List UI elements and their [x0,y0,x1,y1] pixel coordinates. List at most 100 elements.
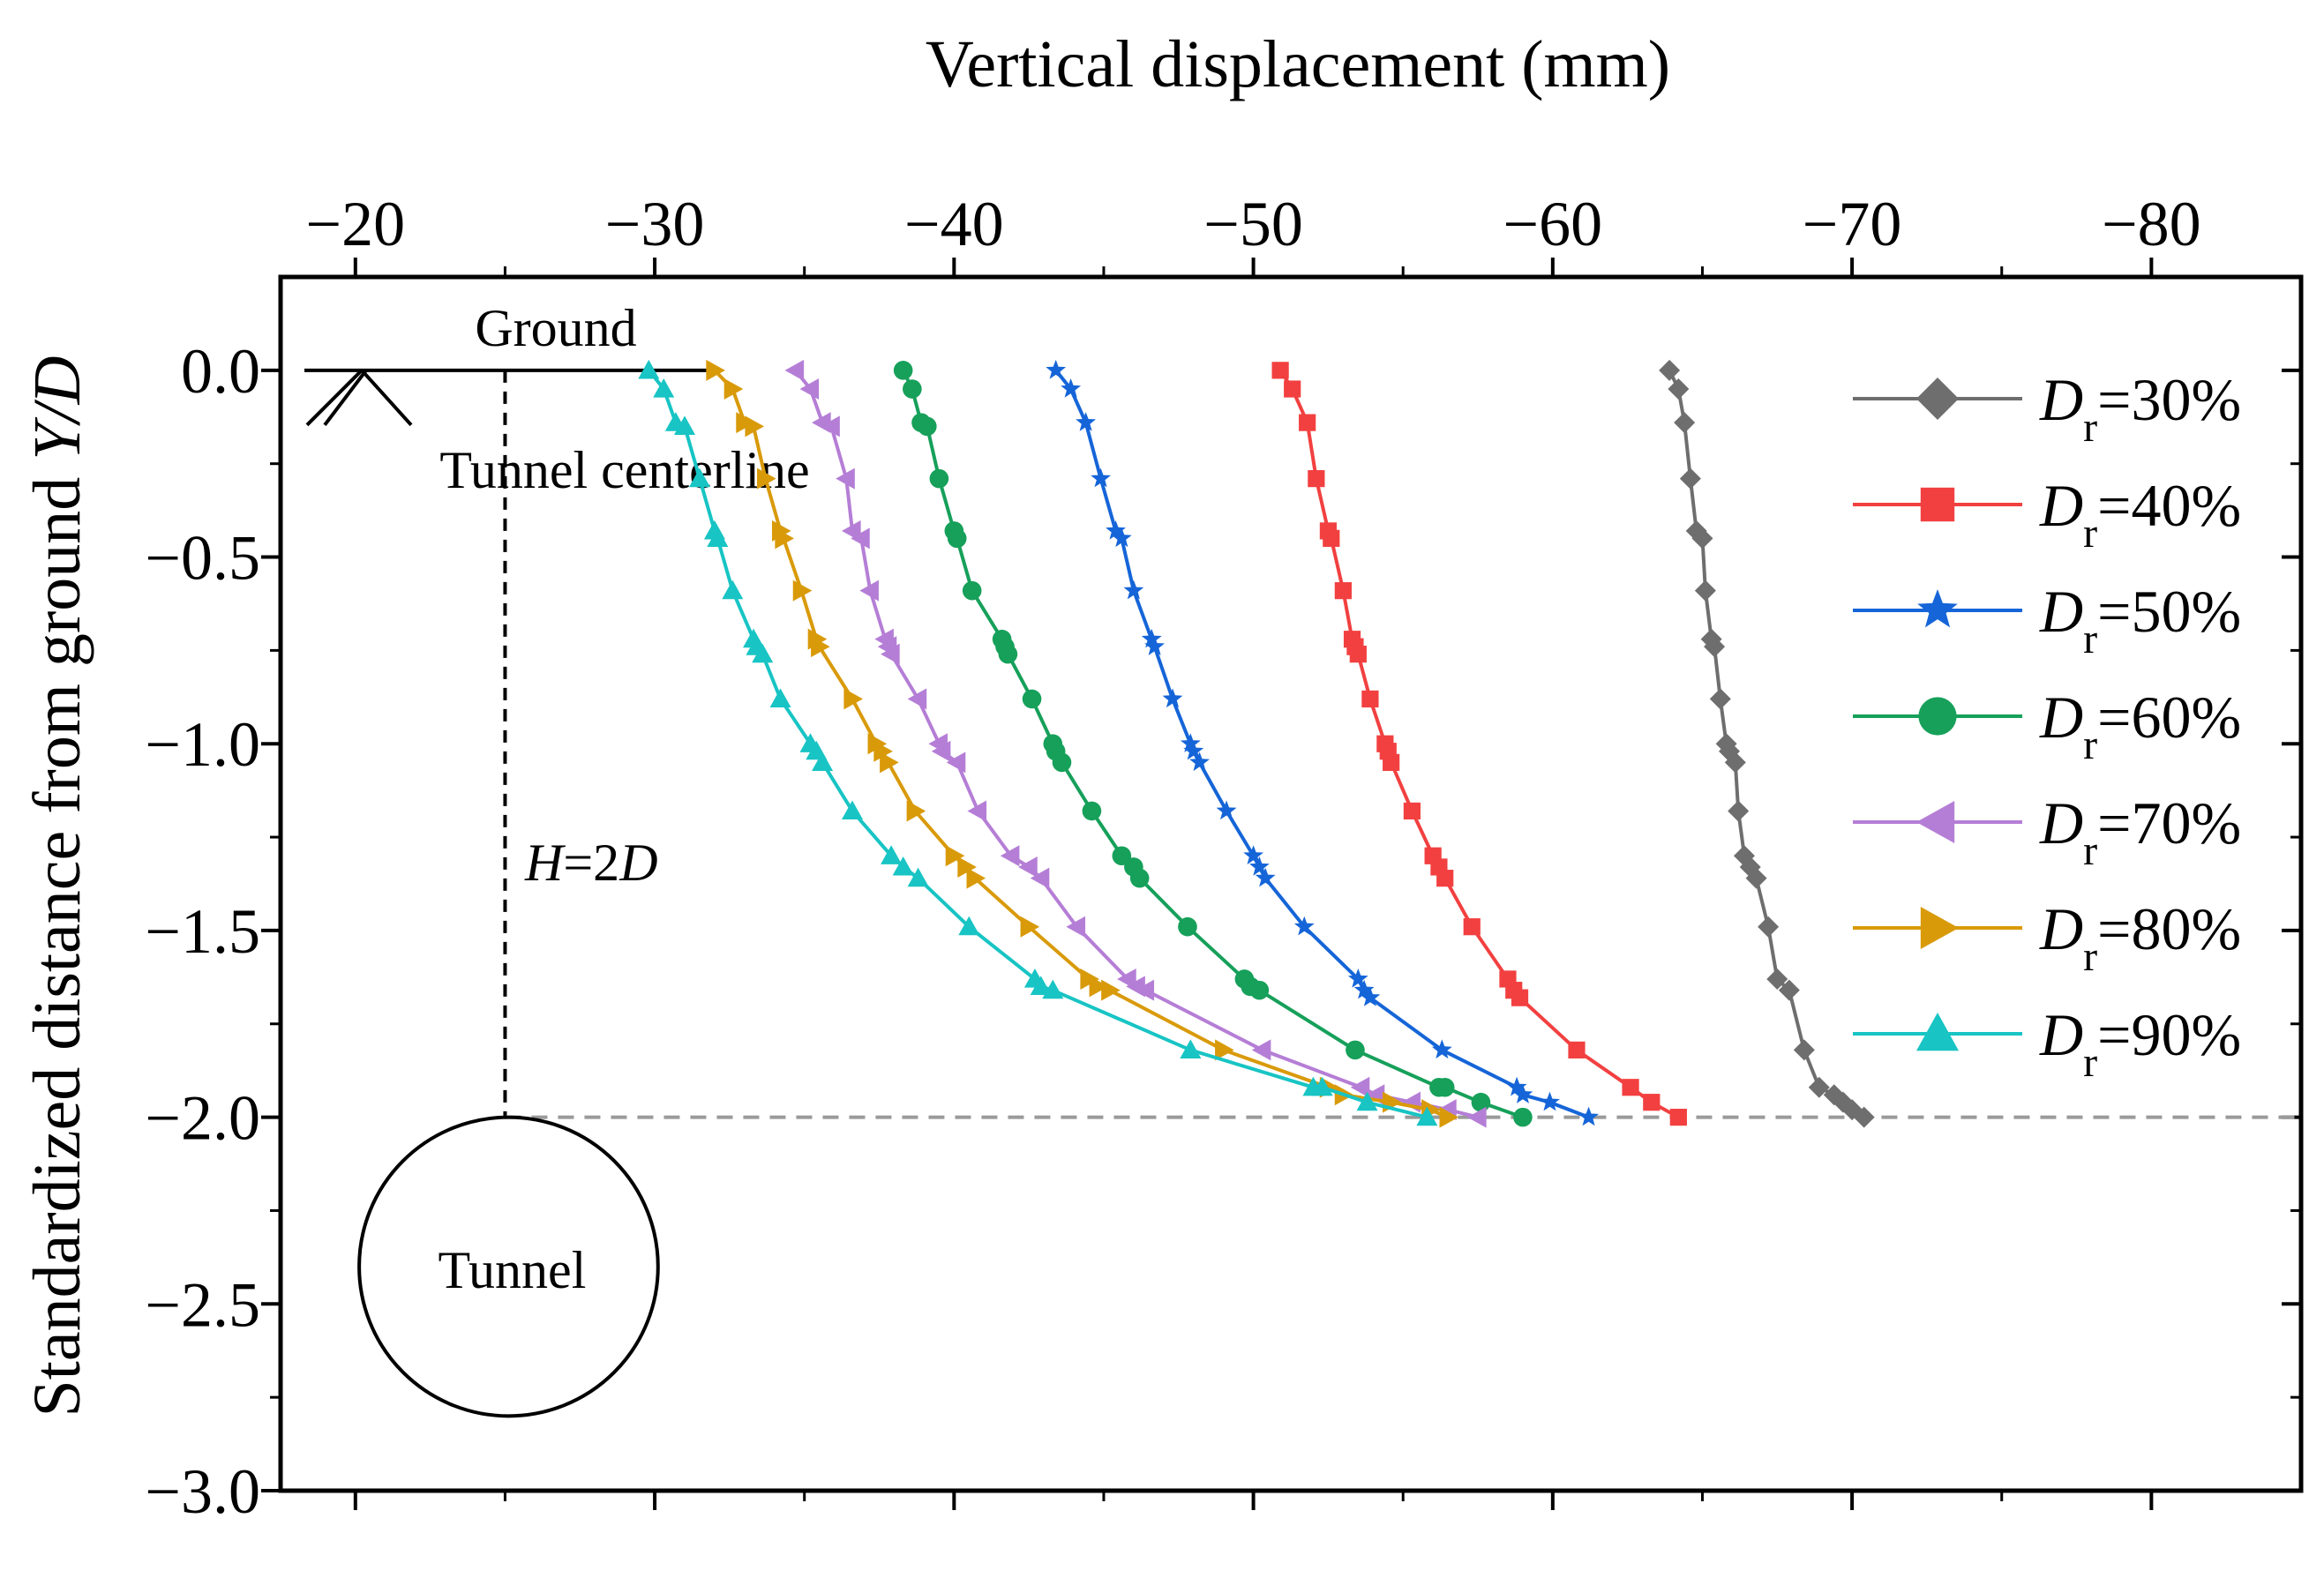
data-point [851,527,870,550]
data-point [1018,856,1038,878]
legend-item: Dr=70% [1853,789,2241,874]
data-point [723,378,744,400]
data-point [907,867,929,887]
y-axis-title-symbol: Y/D [20,355,94,460]
data-point [792,580,813,602]
legend-label-symbol: D [2039,366,2083,433]
ticks-layer: −20 −30 −40 −50 −60 −70 −80 0.0 −0.5 −1.0 −1.5 −2.0… [145,189,2301,1527]
data-point [1361,690,1379,708]
data-point [841,800,863,820]
data-point [653,378,675,398]
data-point [1360,987,1381,1006]
data-point [946,752,966,774]
legend-label-symbol: D [2039,684,2083,751]
legend-label-subscript: r [2083,933,2097,980]
data-point [903,379,922,399]
series-90 [638,359,1438,1126]
data-point [1061,378,1082,398]
data-point [1251,1039,1271,1061]
data-point [1471,1092,1491,1112]
data-point [1180,1039,1202,1059]
data-point [836,467,855,490]
legend-item: Dr=50% [1853,578,2241,662]
data-point [1431,1039,1452,1059]
data-point [1299,414,1316,431]
data-point [1578,1106,1599,1126]
data-point [1668,378,1690,400]
data-point [757,467,776,490]
x-tick-label: −60 [1503,189,1603,259]
data-point [1728,800,1750,822]
data-point [1042,979,1064,999]
legend-label-symbol: D [2039,789,2083,856]
data-point [1323,529,1340,547]
depth-label: H=2D [524,834,658,892]
data-point [1356,1091,1378,1111]
data-point [957,856,977,878]
data-point [1215,1039,1234,1061]
data-point [947,528,967,549]
data-point [1052,752,1072,773]
data-point [1144,636,1165,655]
legend-label-symbol: D [2039,472,2083,539]
legend-marker [1918,697,1957,736]
legend-label: Dr=70% [2039,789,2241,874]
data-point [1383,753,1400,771]
data-point [745,415,765,438]
data-point [1540,1091,1560,1111]
data-point [1030,976,1052,996]
data-point [811,636,830,658]
y-tick-label: 0.0 [181,336,260,407]
legend-label-subscript: r [2083,827,2097,874]
legend-label-symbol: D [2039,1001,2083,1068]
data-point [906,800,926,822]
data-point [998,644,1018,664]
data-point [1439,1106,1459,1128]
legend-label-value: =80% [2097,895,2241,962]
tunnel-circle [357,1115,660,1418]
legend-label: Dr=80% [2039,895,2241,980]
data-point [1243,845,1263,864]
data-point [1659,359,1681,381]
data-point [1141,628,1162,648]
data-point [1189,752,1210,772]
legend-item: Dr=30% [1853,366,2241,451]
data-point [1350,1076,1370,1098]
series-line [713,369,1449,1119]
x-tick-label: −20 [306,189,406,259]
data-point [1066,916,1086,938]
legend-label-subscript: r [2083,722,2097,768]
data-point [1704,636,1726,658]
ground-hatch [360,369,413,427]
data-point [821,415,840,438]
data-point [1000,845,1020,867]
data-point [1346,1040,1365,1060]
data-point [1674,412,1696,434]
data-point [1255,867,1276,887]
data-point [1216,800,1237,820]
data-point [784,359,805,381]
legend-label: Dr=40% [2039,472,2241,557]
data-point [1249,856,1270,876]
y-tick-label: −2.0 [145,1083,260,1154]
data-point [688,467,710,488]
legend-label: Dr=90% [2039,1001,2241,1086]
data-point [1101,979,1121,1001]
data-point [1745,867,1767,889]
y-tick-label: −1.0 [145,709,260,780]
data-point [1643,1094,1661,1111]
ground-hatch [305,369,364,427]
legend-marker [1916,801,1955,843]
data-point [1082,801,1102,821]
legend-item: Dr=60% [1853,684,2241,768]
data-point [1622,1079,1639,1096]
data-point [722,580,744,600]
legend-label-subscript: r [2083,616,2097,662]
legend-label-value: =90% [2097,1001,2241,1068]
data-point [1106,520,1126,540]
data-point [1089,976,1109,998]
legend-marker [1920,907,1959,949]
data-point [1334,582,1352,600]
